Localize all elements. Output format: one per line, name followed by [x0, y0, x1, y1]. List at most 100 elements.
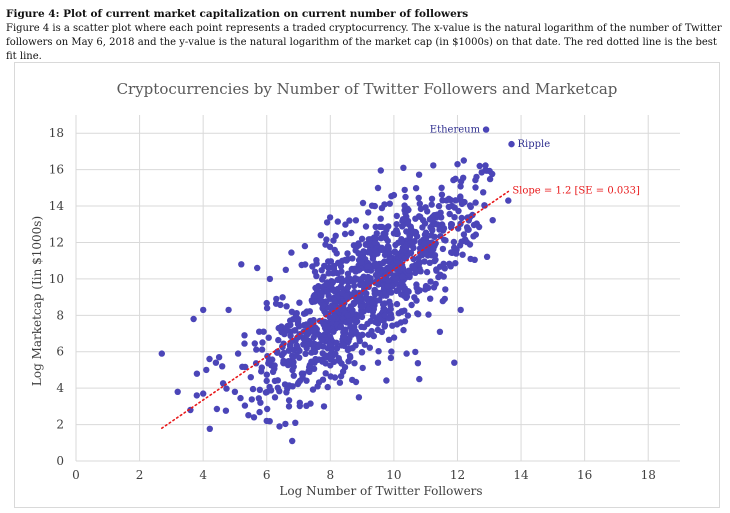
data-point [505, 197, 512, 204]
data-point [290, 363, 297, 370]
data-point [341, 230, 349, 238]
data-point [336, 379, 344, 386]
data-point [263, 304, 271, 312]
data-point [319, 302, 327, 309]
data-point [324, 383, 331, 391]
point-label-ripple: Ripple [518, 139, 551, 150]
data-point [412, 185, 420, 192]
data-point [372, 262, 380, 269]
data-point [283, 389, 290, 396]
data-point [260, 328, 267, 335]
data-point [213, 405, 221, 413]
data-point [364, 263, 371, 270]
data-point [283, 303, 290, 310]
data-point [436, 328, 444, 335]
data-point [327, 373, 334, 380]
data-point [287, 343, 294, 350]
data-point [263, 299, 270, 307]
data-point [320, 403, 328, 410]
data-point [393, 212, 400, 220]
data-point [249, 385, 257, 393]
data-point [285, 403, 293, 410]
data-point [322, 311, 330, 318]
data-point [387, 354, 395, 362]
data-point [475, 223, 483, 231]
data-point [362, 223, 370, 230]
data-point [398, 238, 405, 246]
data-point [256, 386, 263, 393]
data-point [312, 284, 319, 292]
y-tick-label: 0 [56, 454, 64, 468]
data-point [384, 283, 391, 290]
x-axis-label: Log Number of Twitter Followers [279, 484, 482, 498]
caption-title: Figure 4: Plot of current market capital… [6, 8, 469, 20]
data-point [482, 162, 489, 169]
data-point [425, 311, 432, 318]
y-axis-label: Log Marketcap (Iin $1000s) [30, 216, 44, 386]
data-point [401, 202, 408, 209]
data-point [222, 407, 230, 414]
data-point [287, 332, 294, 339]
data-point [281, 330, 288, 338]
data-point [322, 281, 330, 288]
data-point [356, 312, 363, 320]
data-point [452, 197, 459, 204]
data-point [416, 375, 423, 383]
x-tick-label: 6 [263, 468, 271, 482]
data-point [429, 226, 436, 233]
data-point [290, 372, 297, 379]
data-point [319, 336, 326, 344]
data-point [326, 214, 334, 221]
data-point [313, 257, 320, 264]
data-point [473, 173, 480, 181]
x-tick-label: 0 [72, 468, 80, 482]
data-point [377, 235, 385, 242]
data-point [293, 310, 300, 317]
data-point [430, 162, 437, 169]
data-point [403, 350, 410, 357]
data-point [254, 264, 261, 272]
data-point [314, 383, 321, 390]
data-point [334, 218, 341, 225]
data-point [376, 223, 383, 231]
data-point [353, 318, 361, 325]
data-point [302, 350, 309, 357]
data-point [433, 211, 441, 218]
data-point [457, 306, 464, 314]
data-point [439, 227, 447, 234]
data-point [433, 267, 440, 274]
data-point [241, 340, 248, 347]
data-point [381, 300, 388, 307]
y-tick-label: 18 [49, 126, 64, 140]
data-point [374, 184, 382, 192]
data-point [393, 221, 400, 228]
data-point [391, 248, 399, 255]
data-point [450, 238, 458, 246]
data-point [431, 252, 439, 259]
x-tick-label: 12 [450, 468, 465, 482]
data-point [350, 300, 358, 308]
data-point [460, 231, 468, 238]
data-point [427, 278, 434, 285]
data-point [401, 243, 409, 251]
data-point [322, 352, 329, 359]
data-point [259, 339, 266, 346]
data-point [346, 217, 353, 224]
data-point [393, 321, 401, 328]
data-point [394, 259, 401, 266]
y-tick-label: 2 [56, 418, 64, 432]
data-point [274, 348, 281, 355]
data-point [331, 288, 338, 295]
data-point [251, 340, 258, 347]
data-point [374, 326, 382, 334]
data-point [363, 294, 370, 301]
data-point [365, 209, 372, 216]
data-point [385, 245, 392, 252]
data-point [486, 175, 494, 183]
data-point [386, 288, 393, 295]
data-point [263, 388, 271, 396]
data-point [393, 275, 401, 283]
point-label-ethereum: Ethereum [430, 125, 481, 136]
data-point [377, 167, 384, 174]
x-tick-label: 4 [199, 468, 207, 482]
